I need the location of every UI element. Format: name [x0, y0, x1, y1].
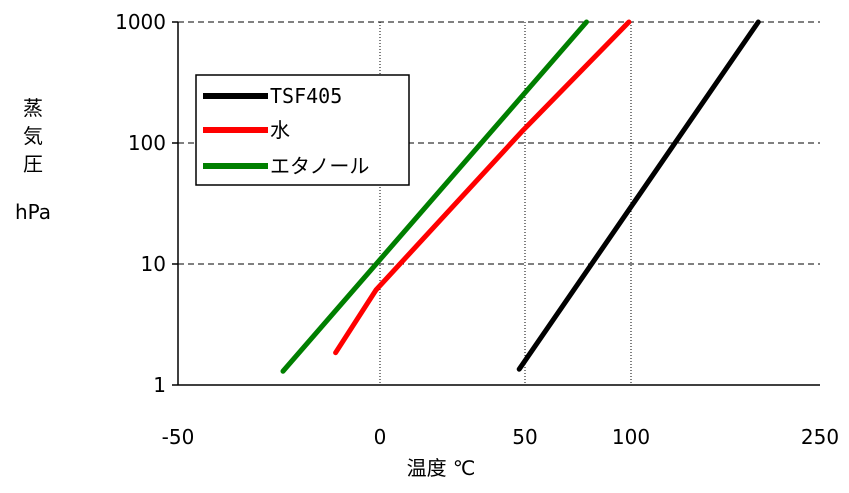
x-tick-label-1: 0 [374, 425, 387, 449]
y-axis-title-line-1: 蒸 [23, 96, 43, 120]
y-tick-label-10: 10 [141, 252, 166, 276]
y-axis-title-line-3: 圧 [23, 152, 43, 176]
tick-labels: 1 10 100 1000 -50 0 50 100 250 [115, 10, 839, 449]
y-axis-title-line-2: 気 [23, 124, 43, 148]
x-tick-label-2: 50 [512, 425, 537, 449]
x-tick-label-0: -50 [162, 425, 195, 449]
y-tick-label-100: 100 [128, 131, 166, 155]
series-line-2 [280, 19, 589, 374]
series-lines [280, 19, 761, 374]
series-line-0 [516, 19, 761, 372]
series-line-1 [333, 19, 632, 356]
legend-label-ethanol: エタノール [270, 154, 369, 178]
y-axis-title-line-4: hPa [15, 200, 51, 224]
svg-text:温度 ℃: 温度 ℃ [407, 456, 476, 480]
legend: TSF405 水 エタノール [195, 74, 410, 186]
y-axis-title: 蒸 気 圧 hPa [15, 96, 51, 224]
legend-label-water: 水 [270, 118, 290, 142]
axes [172, 21, 820, 386]
y-tick-label-1000: 1000 [115, 10, 166, 34]
x-tick-label-4: 250 [801, 425, 839, 449]
legend-label-tsf405: TSF405 [270, 84, 342, 108]
x-tick-label-3: 100 [612, 425, 650, 449]
x-axis-title: 温度 ℃ [407, 456, 476, 480]
y-tick-label-1: 1 [153, 373, 166, 397]
